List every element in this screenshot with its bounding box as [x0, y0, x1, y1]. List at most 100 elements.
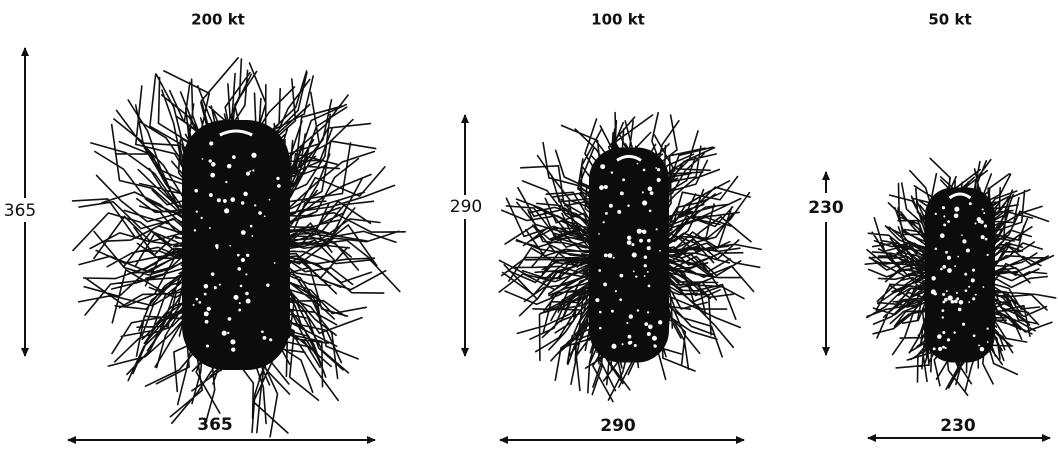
speck: [614, 290, 617, 293]
speck: [639, 238, 643, 243]
speck: [941, 206, 946, 210]
speck: [602, 221, 605, 224]
speck: [978, 344, 981, 347]
speck: [941, 309, 945, 313]
speck: [651, 335, 657, 341]
speck: [238, 302, 241, 305]
speck: [954, 206, 960, 212]
speck: [945, 290, 948, 292]
speck: [263, 215, 266, 218]
speck: [206, 306, 211, 311]
speck: [240, 201, 245, 205]
speck: [943, 223, 947, 227]
speck: [225, 180, 228, 184]
speck: [209, 141, 214, 146]
speck: [964, 272, 968, 276]
speck: [201, 158, 204, 160]
speck: [216, 198, 221, 203]
speck: [937, 334, 942, 339]
speck: [642, 168, 646, 172]
speck: [599, 326, 602, 330]
speck: [208, 193, 213, 198]
speck: [656, 177, 661, 183]
label-bg: [446, 195, 486, 219]
speck: [647, 238, 651, 243]
speck: [213, 286, 217, 290]
speck: [233, 294, 239, 300]
speck: [942, 300, 946, 304]
speck: [958, 299, 964, 305]
speck: [261, 330, 264, 334]
speck: [273, 262, 276, 264]
speck: [254, 204, 257, 207]
speck: [633, 343, 637, 347]
blobs: [71, 57, 1057, 438]
speck: [193, 229, 197, 232]
speck: [599, 185, 604, 190]
speck: [232, 155, 236, 159]
speck: [258, 211, 262, 215]
speck: [965, 248, 970, 253]
speck: [957, 307, 962, 312]
speck: [619, 191, 624, 196]
speck: [646, 270, 649, 273]
speck: [944, 297, 948, 302]
speck: [974, 293, 977, 296]
speck: [230, 197, 236, 202]
speck: [237, 267, 242, 271]
speck: [238, 308, 242, 312]
speck: [636, 228, 642, 234]
speck: [944, 346, 947, 350]
speck: [619, 273, 624, 278]
panel-title: 100 kt: [591, 11, 645, 29]
speck: [938, 346, 943, 351]
speck: [656, 167, 661, 172]
speck: [626, 321, 629, 325]
speck: [249, 170, 252, 173]
speck: [598, 269, 602, 272]
speck: [976, 217, 982, 222]
speck: [227, 317, 232, 321]
speck: [607, 253, 613, 258]
speck: [631, 252, 637, 258]
speck: [953, 213, 959, 219]
width-label: 230: [940, 416, 976, 436]
speck: [245, 253, 250, 258]
speck: [947, 220, 950, 223]
speck: [277, 184, 281, 188]
speck: [249, 224, 253, 228]
speck: [974, 222, 977, 225]
speck: [240, 230, 246, 235]
speck: [617, 209, 622, 214]
speck: [211, 162, 216, 167]
speck: [195, 210, 198, 213]
speck: [957, 255, 960, 258]
speck: [642, 200, 648, 206]
cap-mark: [948, 192, 972, 200]
speck: [964, 289, 968, 293]
speck: [972, 334, 976, 338]
speck: [971, 268, 976, 272]
speck: [934, 212, 937, 215]
speck: [979, 346, 985, 352]
speck: [644, 322, 649, 327]
speck: [266, 283, 270, 287]
speck: [203, 292, 207, 296]
speck: [243, 191, 248, 197]
speck: [643, 275, 646, 277]
speck: [931, 276, 936, 281]
speck: [647, 284, 651, 288]
speck: [970, 278, 975, 283]
speck: [204, 319, 209, 324]
speck: [646, 331, 651, 336]
speck: [648, 209, 652, 213]
speck: [245, 291, 249, 296]
speck: [950, 299, 955, 304]
speck: [208, 159, 212, 163]
speck: [647, 186, 653, 192]
speck: [943, 215, 946, 218]
speck: [933, 292, 937, 296]
width-label: 365: [197, 415, 233, 435]
speck: [251, 235, 254, 237]
